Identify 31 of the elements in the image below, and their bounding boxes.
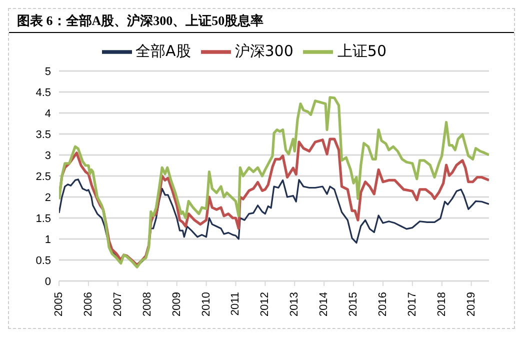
y-tick-label: 4 bbox=[44, 108, 51, 120]
x-tick-label: 2011 bbox=[230, 292, 242, 316]
x-tick-label: 2013 bbox=[288, 292, 301, 316]
line-series bbox=[59, 96, 489, 268]
y-tick-label: 1 bbox=[44, 234, 51, 246]
x-tick-label: 2006 bbox=[82, 292, 94, 316]
x-tick-label: 2008 bbox=[141, 292, 154, 316]
x-tick-label: 2012 bbox=[259, 292, 272, 316]
y-tick-label: 0.5 bbox=[36, 254, 51, 267]
y-tick-label: 0 bbox=[44, 276, 51, 288]
x-tick-label: 2005 bbox=[53, 292, 65, 316]
x-tick-label: 2016 bbox=[376, 292, 389, 316]
y-tick-label: 2.5 bbox=[36, 170, 51, 183]
chart-title: 图表 6：全部A股、沪深300、上证50股息率 bbox=[9, 9, 514, 33]
x-tick-label: 2015 bbox=[348, 292, 360, 316]
y-tick-label: 2 bbox=[44, 192, 51, 204]
y-tick-label: 3 bbox=[44, 150, 51, 162]
x-tick-label: 2017 bbox=[406, 292, 418, 316]
legend-label: 全部A股 bbox=[136, 42, 191, 60]
legend-label: 沪深300 bbox=[234, 42, 294, 60]
x-tick-label: 2019 bbox=[465, 292, 478, 316]
y-tick-label: 1.5 bbox=[36, 212, 51, 225]
y-tick-label: 4.5 bbox=[36, 86, 51, 99]
x-tick-label: 2014 bbox=[318, 292, 330, 316]
x-tick-label: 2009 bbox=[170, 292, 183, 316]
x-tick-label: 2018 bbox=[436, 292, 448, 316]
x-tick-label: 2010 bbox=[200, 292, 212, 316]
legend-label: 上证50 bbox=[337, 42, 386, 60]
y-tick-label: 5 bbox=[44, 66, 51, 78]
y-tick-label: 3.5 bbox=[36, 128, 51, 141]
x-tick-label: 2007 bbox=[112, 292, 124, 316]
